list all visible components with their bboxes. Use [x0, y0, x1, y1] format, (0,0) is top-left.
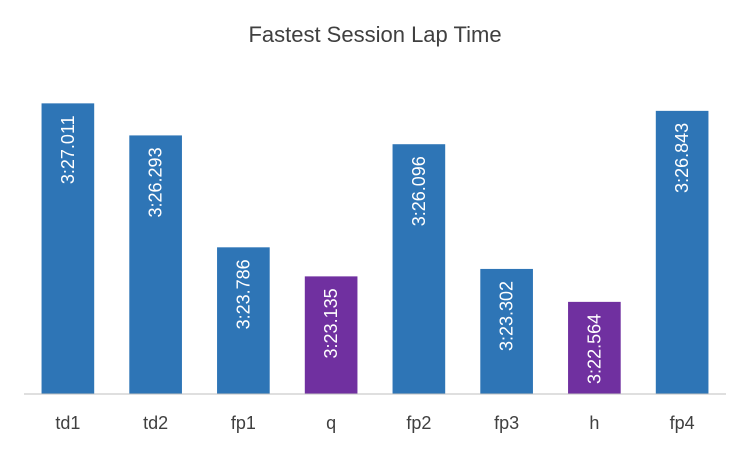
data-label-td1: 3:27.011	[58, 115, 78, 184]
x-tick-label-fp2: fp2	[406, 413, 431, 433]
x-tick-labels-group: td1 td2 fp1 q fp2 fp3 h fp4	[55, 413, 694, 433]
x-tick-label-td2: td2	[143, 413, 168, 433]
bar-fp4	[655, 110, 709, 395]
data-label-fp2: 3:26.096	[409, 156, 429, 226]
bar-fp3	[480, 268, 533, 394]
bar-td2	[129, 135, 182, 394]
bar-fp2	[392, 144, 446, 394]
data-label-fp4: 3:26.843	[672, 123, 692, 193]
data-label-fp1: 3:23.786	[233, 259, 253, 329]
x-tick-label-fp4: fp4	[670, 413, 695, 433]
data-label-q: 3:23.135	[321, 288, 341, 358]
x-tick-label-fp3: fp3	[494, 413, 519, 433]
data-label-h: 3:22.564	[584, 314, 604, 384]
x-tick-label-fp1: fp1	[231, 413, 256, 433]
x-tick-label-h: h	[589, 413, 599, 433]
data-label-td2: 3:26.293	[146, 147, 166, 217]
x-tick-label-td1: td1	[55, 413, 80, 433]
x-tick-label-q: q	[326, 413, 336, 433]
bar-q	[304, 276, 358, 394]
data-labels-group: 3:27.011 3:26.293 3:23.786 3:23.135 3:26.096…	[58, 115, 692, 384]
bar-h	[568, 301, 621, 394]
data-label-fp3: 3:23.302	[497, 281, 517, 351]
chart-title: Fastest Session Lap Time	[248, 22, 501, 47]
bar-fp1	[217, 247, 270, 394]
bars-group	[41, 103, 709, 395]
bar-td1	[41, 103, 95, 395]
